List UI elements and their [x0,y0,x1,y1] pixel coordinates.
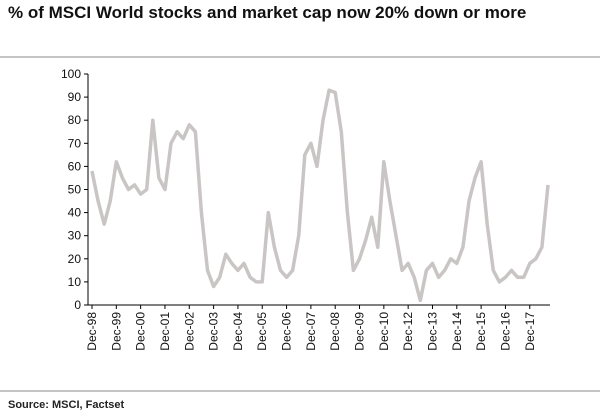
x-tick-label: Dec-07 [304,312,318,351]
x-tick-label: Dec-16 [498,312,512,351]
x-tick-label: Dec-15 [474,312,488,351]
y-tick-label: 60 [68,159,82,173]
series-line [90,88,550,303]
x-tick-label: Dec-04 [231,312,245,351]
x-tick-label: Dec-06 [280,312,294,351]
y-tick-label: 0 [74,298,81,312]
x-tick-label: Dec-05 [255,312,269,351]
x-tick-label: Dec-02 [182,312,196,351]
x-tick-label: Dec-00 [134,312,148,351]
y-tick-label: 20 [68,252,82,266]
chart-title: % of MSCI World stocks and market cap no… [8,3,527,22]
x-tick-label: Dec-98 [85,312,99,351]
y-tick-label: 10 [68,275,82,289]
y-tick-label: 80 [68,113,82,127]
source: Source: MSCI, Factset [8,399,124,411]
x-tick-label: Dec-09 [353,312,367,351]
y-tick-label: 30 [68,229,82,243]
y-tick-label: 90 [68,90,82,104]
x-tick-label: Dec-99 [109,312,123,351]
x-tick-label: Dec-03 [207,312,221,351]
x-tick-label: Dec-14 [450,312,464,351]
y-tick-label: 50 [68,183,82,197]
x-tick-label: Dec-17 [523,312,537,351]
x-tick-label: Dec-01 [158,312,172,351]
x-tick-label: Dec-10 [377,312,391,351]
y-tick-label: 70 [68,136,82,150]
y-tick-label: 40 [68,206,82,220]
x-tick-label: Dec-08 [328,312,342,351]
title-box: % of MSCI World stocks and market cap no… [8,3,527,22]
y-tick-label: 100 [61,67,81,81]
x-tick-label: Dec-13 [425,312,439,351]
x-tick-label: Dec-12 [401,312,415,351]
